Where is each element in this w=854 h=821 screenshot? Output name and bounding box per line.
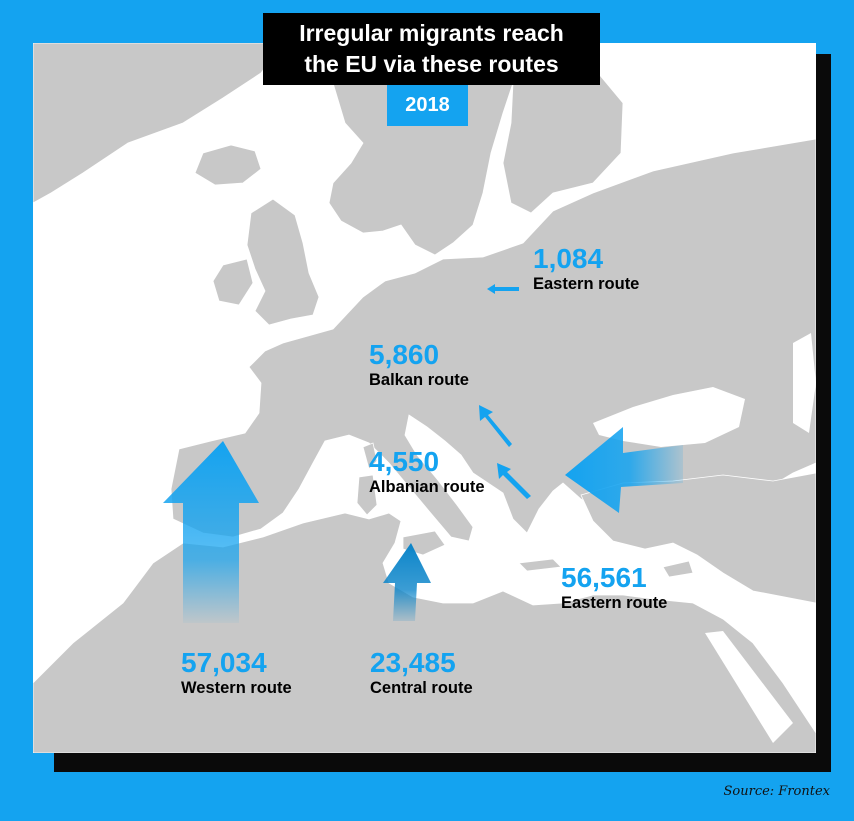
sardinia	[356, 474, 378, 516]
route-label-eastern-med: 56,561 Eastern route	[561, 563, 667, 613]
route-value: 1,084	[533, 243, 604, 274]
western-route-arrow	[163, 441, 259, 623]
route-name: Eastern route	[533, 275, 640, 293]
route-label-eastern-land: 1,084 Eastern route	[533, 244, 639, 294]
caspian-sea	[793, 333, 816, 433]
asia-minor	[580, 472, 816, 604]
source-credit: Source: Frontex	[723, 784, 831, 799]
land-masses	[33, 43, 816, 753]
route-name: Western route	[181, 679, 292, 697]
eastern-land-route-arrow	[487, 284, 519, 294]
title-line-2: the EU via these routes	[304, 51, 559, 77]
route-arrows	[163, 284, 683, 623]
black-sea	[593, 387, 745, 447]
route-label-central: 23,485 Central route	[370, 648, 473, 698]
map-title: Irregular migrants reach the EU via thes…	[263, 13, 600, 85]
crete	[518, 558, 562, 572]
cyprus	[662, 560, 694, 578]
balkan-route-arrow	[479, 405, 512, 447]
route-value: 4,550	[369, 446, 440, 477]
route-label-balkan: 5,860 Balkan route	[369, 340, 469, 390]
albanian-route-arrow	[497, 463, 531, 499]
title-line-1: Irregular migrants reach	[299, 20, 564, 46]
iceland	[194, 144, 262, 186]
route-name: Balkan route	[369, 371, 469, 389]
route-value: 23,485	[370, 647, 456, 678]
route-value: 57,034	[181, 647, 267, 678]
route-label-albanian: 4,550 Albanian route	[369, 447, 485, 497]
ireland	[212, 258, 254, 306]
year-badge: 2018	[387, 85, 468, 126]
corsica	[362, 442, 378, 470]
eastern-med-route-arrow	[565, 427, 683, 513]
route-name: Albanian route	[369, 478, 485, 496]
map	[33, 43, 816, 753]
route-value: 5,860	[369, 339, 440, 370]
central-route-arrow	[383, 543, 431, 621]
route-value: 56,561	[561, 562, 647, 593]
route-name: Eastern route	[561, 594, 668, 612]
great-britain	[246, 198, 320, 326]
route-name: Central route	[370, 679, 473, 697]
europe-map-svg	[33, 43, 816, 753]
red-sea	[705, 631, 793, 743]
route-label-western: 57,034 Western route	[181, 648, 292, 698]
